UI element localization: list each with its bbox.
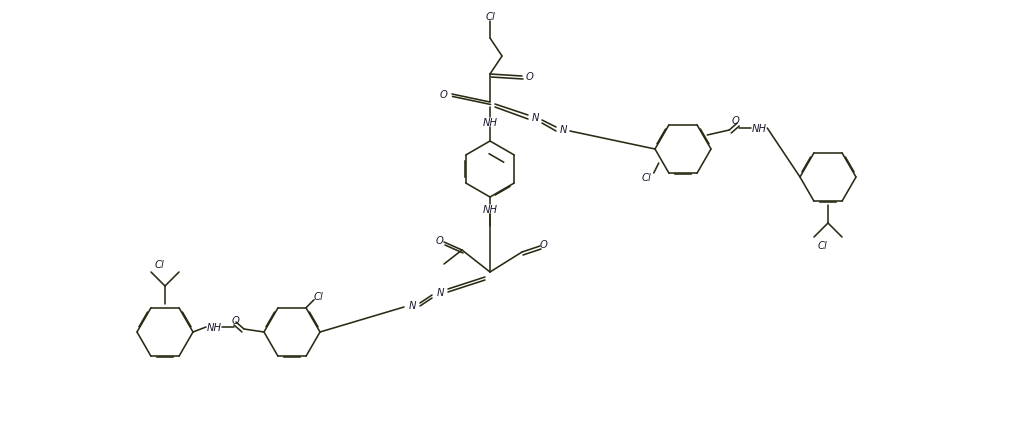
- Text: NH: NH: [482, 205, 497, 215]
- Text: Cl: Cl: [642, 172, 652, 183]
- Text: O: O: [232, 315, 240, 325]
- Text: Cl: Cl: [485, 12, 495, 22]
- Text: N: N: [436, 287, 443, 297]
- Text: Cl: Cl: [817, 240, 827, 250]
- Text: NH: NH: [482, 118, 497, 128]
- Text: O: O: [731, 116, 739, 126]
- Text: O: O: [526, 72, 534, 82]
- Text: NH: NH: [206, 322, 222, 332]
- Text: N: N: [531, 113, 539, 123]
- Text: N: N: [559, 125, 566, 135]
- Text: O: O: [440, 90, 447, 100]
- Text: Cl: Cl: [313, 291, 322, 301]
- Text: O: O: [436, 236, 444, 246]
- Text: Cl: Cl: [155, 259, 164, 269]
- Text: NH: NH: [752, 124, 767, 134]
- Text: O: O: [540, 240, 548, 249]
- Text: N: N: [408, 300, 416, 310]
